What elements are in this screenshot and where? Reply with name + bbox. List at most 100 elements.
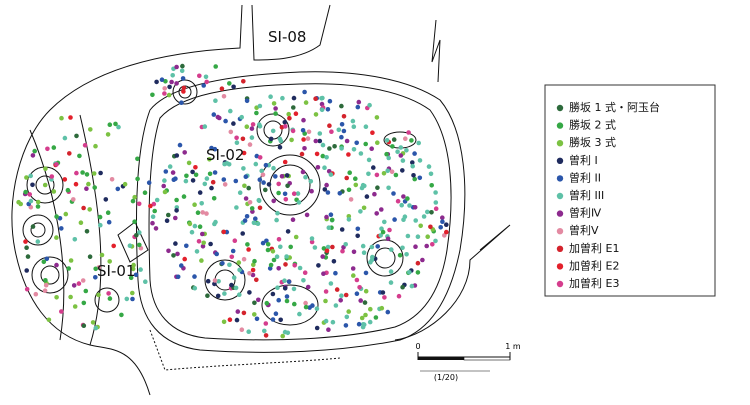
find-dot — [230, 254, 235, 259]
find-dot — [205, 293, 210, 298]
find-dot — [381, 290, 386, 295]
find-dot — [405, 196, 410, 201]
find-dot — [269, 137, 274, 142]
find-dot — [184, 174, 189, 179]
find-dot — [45, 147, 50, 152]
find-dot — [276, 191, 281, 196]
find-dot — [433, 190, 438, 195]
find-dot — [85, 172, 90, 177]
find-dot — [397, 294, 402, 299]
find-dot — [54, 263, 59, 268]
find-dot — [18, 202, 23, 207]
find-dot — [148, 204, 153, 209]
find-dot — [364, 124, 369, 129]
find-dot — [258, 206, 263, 211]
find-dot — [285, 173, 290, 178]
find-dot — [440, 219, 445, 224]
find-dot — [434, 200, 439, 205]
find-dot — [346, 309, 351, 314]
find-dot — [214, 252, 219, 257]
find-dot — [271, 129, 276, 134]
find-dot — [264, 333, 269, 338]
find-dot — [329, 172, 334, 177]
find-dot — [430, 242, 435, 247]
find-dot — [178, 143, 183, 148]
find-dot — [237, 292, 242, 297]
find-dot — [250, 206, 255, 211]
find-dot — [47, 318, 52, 323]
find-dot — [292, 191, 297, 196]
find-dot — [24, 245, 29, 250]
find-dot — [250, 126, 255, 131]
find-dot — [237, 268, 242, 273]
find-dot — [351, 266, 356, 271]
find-dot — [82, 301, 87, 306]
find-dot — [173, 176, 178, 181]
find-dot — [309, 189, 314, 194]
find-dot — [222, 291, 227, 296]
find-dot — [43, 288, 48, 293]
find-dot — [318, 131, 323, 136]
find-dot — [335, 287, 340, 292]
find-dot — [254, 278, 259, 283]
find-dot — [258, 177, 263, 182]
find-dot — [199, 258, 204, 263]
find-dot — [228, 317, 233, 322]
find-dot — [234, 286, 239, 291]
find-dot — [389, 269, 394, 274]
find-dot — [314, 139, 319, 144]
legend-label: 勝坂 2 式 — [569, 118, 616, 132]
legend-swatch — [557, 193, 563, 199]
find-dot — [68, 295, 73, 300]
find-dot — [334, 303, 339, 308]
find-dot — [238, 190, 243, 195]
find-dot — [264, 163, 269, 168]
find-dot — [401, 194, 406, 199]
find-dot — [233, 238, 238, 243]
find-dot — [313, 96, 318, 101]
find-dot — [444, 230, 449, 235]
find-dot — [353, 176, 358, 181]
find-dot — [285, 299, 290, 304]
find-dot — [327, 123, 332, 128]
find-dot — [87, 207, 92, 212]
find-dot — [338, 298, 343, 303]
find-dot — [171, 253, 176, 258]
find-dot — [174, 198, 179, 203]
find-dot — [72, 283, 77, 288]
find-dot — [375, 244, 380, 249]
find-dot — [184, 244, 189, 249]
find-dot — [52, 145, 57, 150]
find-dot — [244, 196, 249, 201]
find-dot — [130, 291, 135, 296]
legend-swatch — [557, 246, 563, 252]
find-dot — [411, 173, 416, 178]
find-dot — [347, 170, 352, 175]
find-dot — [324, 183, 329, 188]
find-dot — [314, 112, 319, 117]
find-dot — [176, 275, 181, 280]
find-dot — [286, 229, 291, 234]
find-dot — [242, 311, 247, 316]
find-dot — [403, 214, 408, 219]
find-dot — [190, 170, 195, 175]
find-dot — [104, 197, 109, 202]
find-dot — [433, 239, 438, 244]
find-dot — [294, 235, 299, 240]
find-dot — [352, 250, 357, 255]
find-dot — [54, 235, 59, 240]
find-dot — [179, 263, 184, 268]
legend-swatch — [557, 105, 563, 111]
find-dot — [192, 274, 197, 279]
find-dot — [54, 162, 59, 167]
find-dot — [379, 207, 384, 212]
find-dot — [375, 140, 380, 145]
find-dot — [23, 190, 28, 195]
legend-label: 勝坂 1 式・阿玉台 — [569, 100, 660, 114]
find-dot — [390, 144, 395, 149]
find-dot — [326, 107, 331, 112]
find-dot — [252, 259, 257, 264]
find-dot — [161, 184, 166, 189]
find-dot — [31, 224, 36, 229]
find-dot — [399, 145, 404, 150]
